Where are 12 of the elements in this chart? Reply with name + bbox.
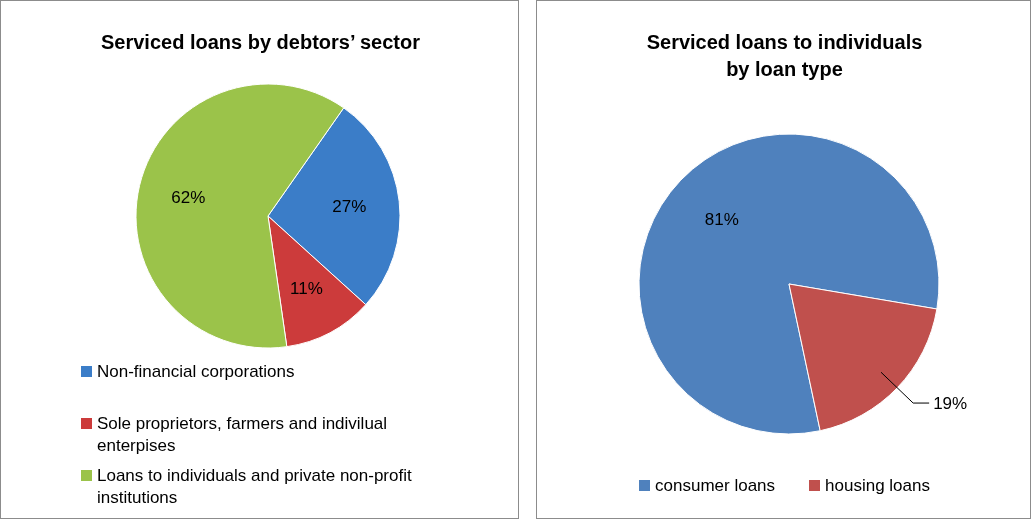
data-label: 62%: [171, 187, 206, 207]
legend-label: Non-financial corporations: [97, 361, 295, 383]
data-label: 81%: [704, 210, 739, 230]
legend-label: Loans to individuals and private non-profit institutions: [97, 465, 413, 509]
legend-label: housing loans: [825, 475, 930, 497]
data-label: 19%: [933, 393, 968, 413]
legend-label: Sole proprietors, farmers and indivilual enterpises: [97, 413, 389, 457]
legend-label: consumer loans: [655, 475, 776, 497]
chart-title: Serviced loans by debtors’ sector: [100, 30, 421, 55]
data-label: 11%: [290, 278, 323, 298]
data-label: 27%: [332, 197, 367, 217]
chart-title: Serviced loans to individuals by loan type: [645, 30, 924, 82]
